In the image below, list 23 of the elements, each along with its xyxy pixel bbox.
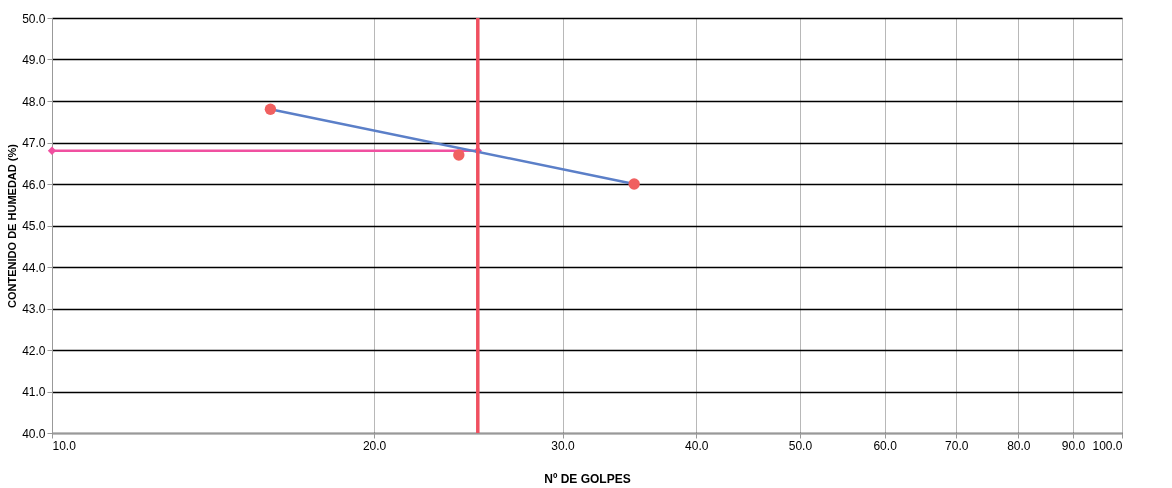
x-tick-label: 90.0 [1061,438,1086,453]
y-tick-label: 42.0 [22,343,46,358]
x-tick-label: 30.0 [551,438,576,453]
x-tick-label: 80.0 [1007,438,1031,453]
x-tick-label: 100.0 [1092,438,1123,453]
y-tick-label: 40.0 [22,426,46,441]
x-axis-title: Nº DE GOLPES [544,471,631,486]
y-tick-label: 49.0 [22,53,46,67]
x-tick-label: 40.0 [685,438,709,453]
y-tick-label: 46.0 [22,177,46,192]
y-tick-label: 41.0 [22,385,46,399]
x-tick-label: 60.0 [873,438,898,453]
y-tick-label: 43.0 [22,302,46,316]
y-tick-label: 45.0 [22,219,46,233]
y-tick-label: 50.0 [22,11,46,26]
x-tick-label: 20.0 [362,438,387,453]
y-axis-title: CONTENIDO DE HUMEDAD (%) [6,143,19,308]
y-tick-label: 47.0 [22,136,46,150]
x-tick-label: 10.0 [52,438,77,453]
x-tick-label: 70.0 [945,438,969,453]
x-tick-label: 50.0 [788,438,813,453]
y-tick-label: 44.0 [22,260,46,275]
y-tick-label: 48.0 [22,94,46,109]
